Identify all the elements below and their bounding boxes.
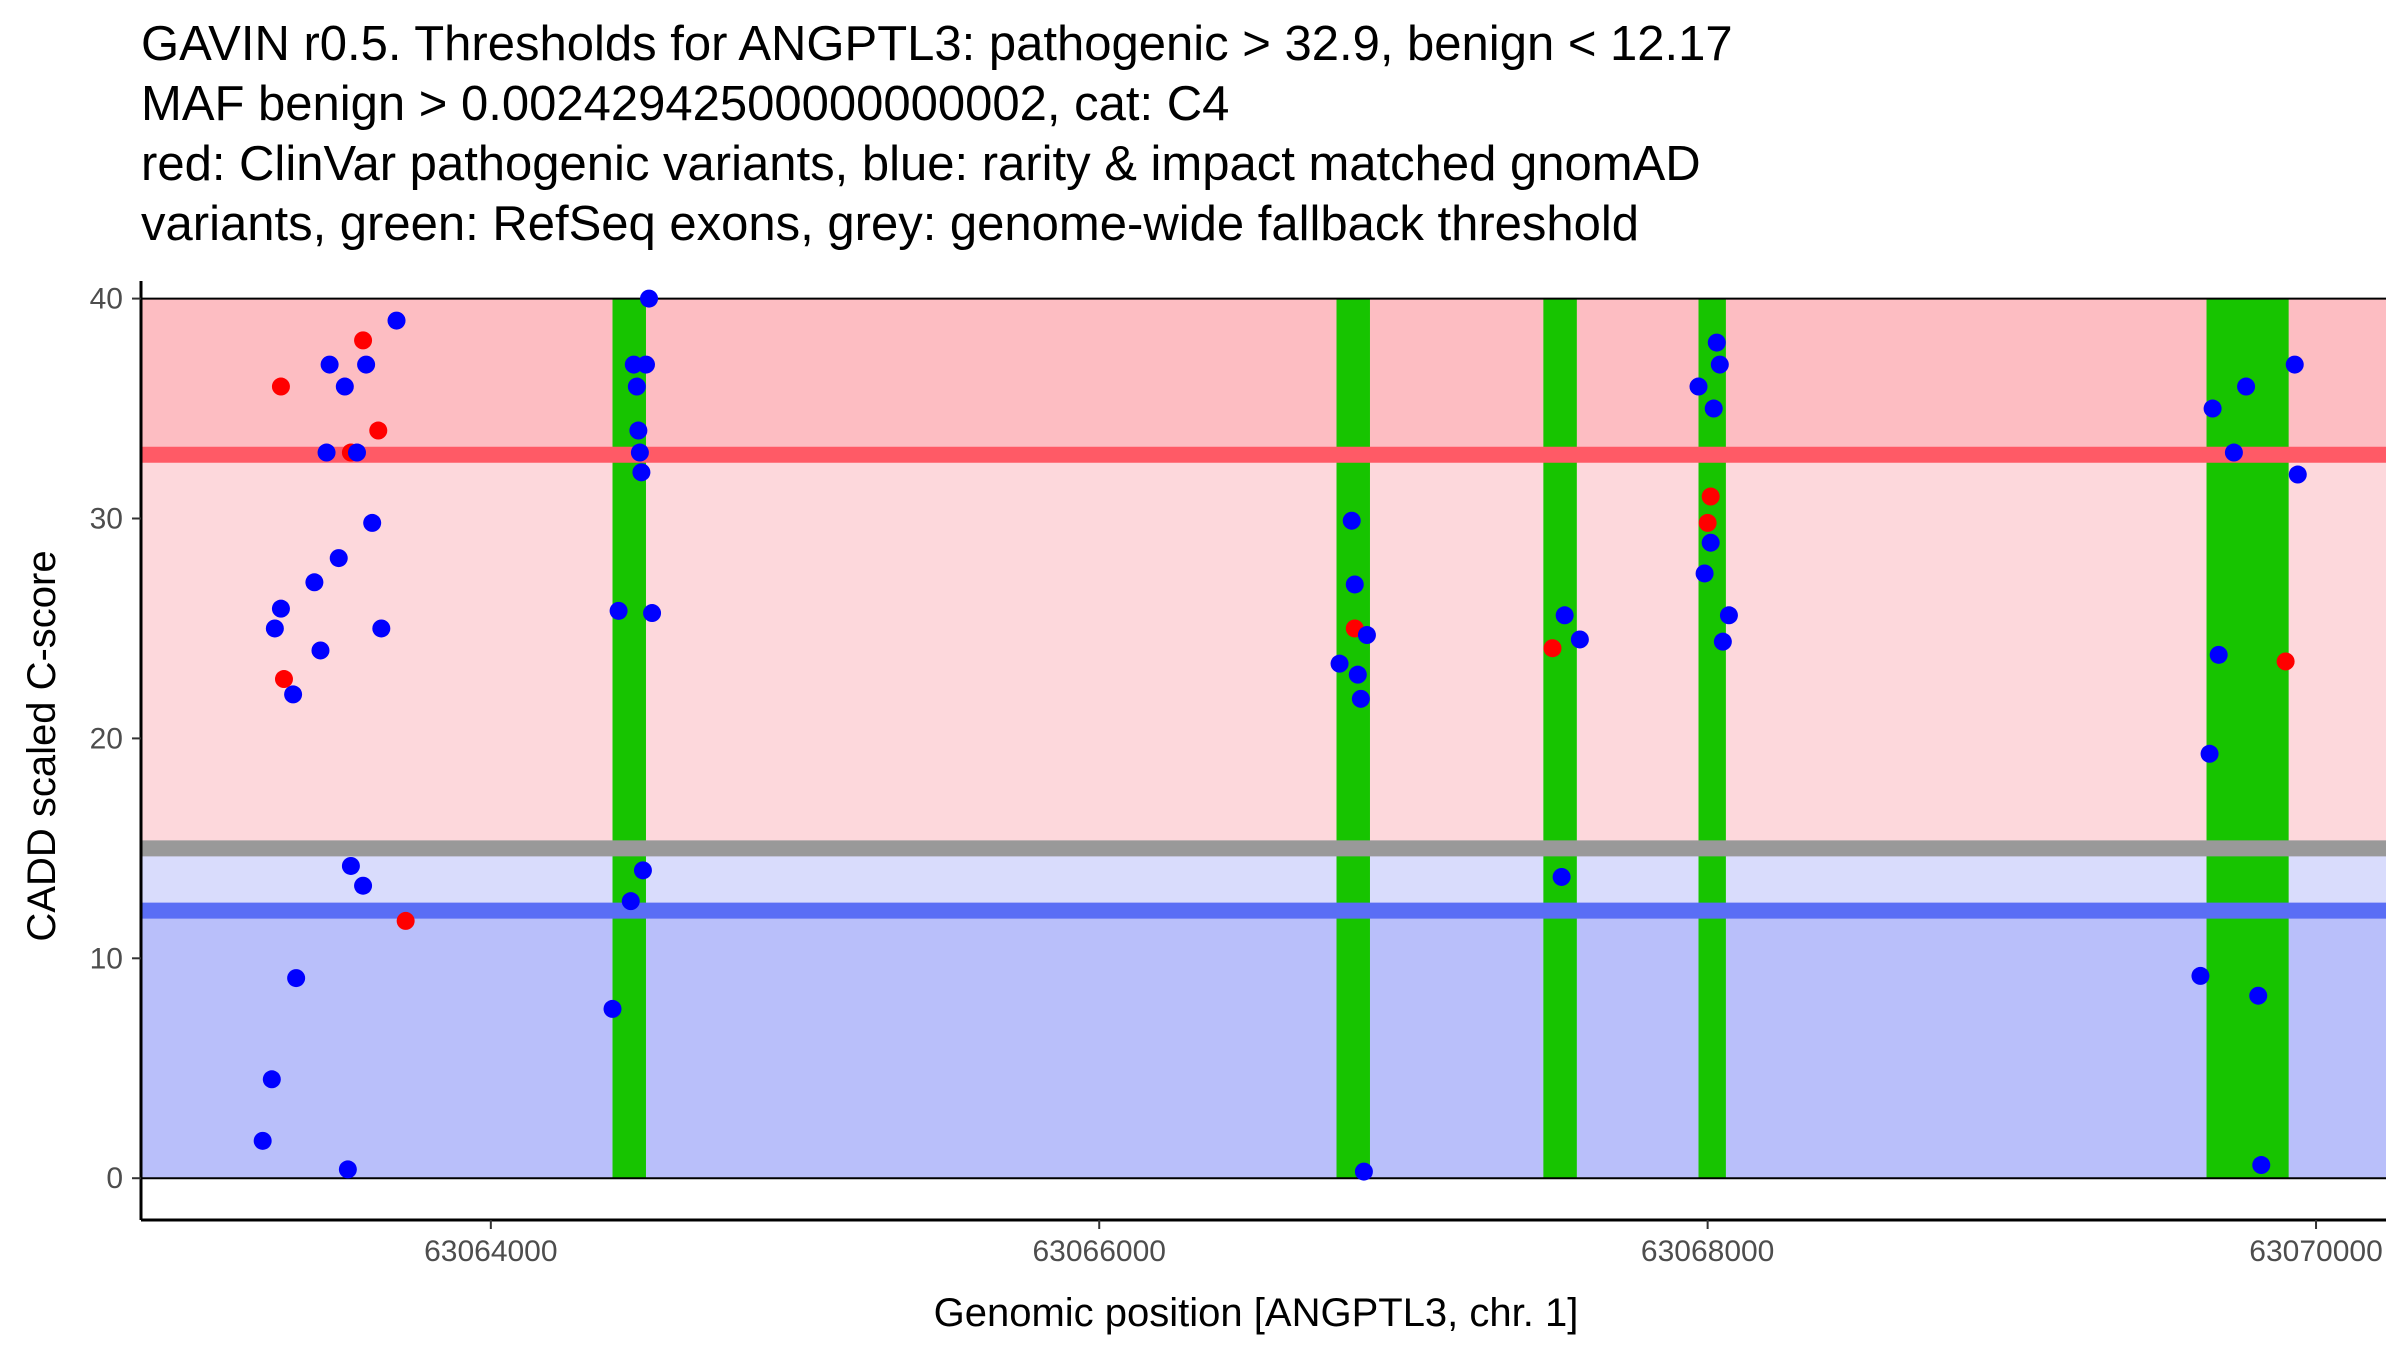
axes: 0 10 20 30 40 63064000 63066000 63068000 6307000… [90,281,2386,1268]
x-tick-label: 63064000 [424,1235,557,1268]
gnomad-point [1570,630,1589,649]
clinvar-point [1698,513,1717,532]
clinvar-point [396,911,415,930]
gnomad-point [1348,665,1367,684]
y-tick-label: 20 [90,722,123,755]
pathogenic-zone [141,298,2386,455]
gnomad-point [387,311,406,330]
exon-bar [2206,298,2289,1179]
clinvar-point [1543,639,1562,658]
exon-bar [1543,298,1577,1179]
intermediate-zone [141,454,2386,849]
gnomad-point [630,443,649,462]
gnomad-point [253,1131,272,1150]
gnomad-point [287,969,306,988]
gnomad-point [372,619,391,638]
gnomad-point [621,892,640,911]
gnomad-point [357,355,376,374]
title-line-3: red: ClinVar pathogenic variants, blue: … [141,137,1701,191]
gnomad-point [265,619,284,638]
y-tick-label: 0 [106,1162,123,1195]
gnomad-point [2249,986,2268,1005]
gnomad-point [2285,355,2304,374]
gnomad-point [1552,867,1571,886]
gnomad-point [1345,575,1364,594]
gnomad-point [603,999,622,1018]
x-tick-label: 63070000 [2249,1235,2382,1268]
gnomad-point [320,355,339,374]
gnomad-point [329,549,348,568]
gnomad-point [338,1160,357,1179]
title-line-1: GAVIN r0.5. Thresholds for ANGPTL3: path… [141,17,1733,71]
gnomad-point [2203,399,2222,418]
gnomad-point [262,1070,281,1089]
threshold-bands [141,298,2386,1179]
y-axis-title: CADD scaled C-score [20,550,64,941]
gnomad-point [363,513,382,532]
clinvar-point [271,377,290,396]
gnomad-point [1330,654,1349,673]
gnomad-point [347,443,366,462]
gnomad-point [633,861,652,880]
data-points [253,289,2307,1181]
fallback-zone [141,848,2386,911]
gnomad-point [271,599,290,618]
gnomad-point [1701,533,1720,552]
clinvar-point [369,421,388,440]
clinvar-point [354,331,373,350]
gnomad-point [1342,511,1361,530]
gnomad-point [1357,626,1376,645]
gnomad-point [1351,689,1370,708]
title-line-4: variants, green: RefSeq exons, grey: gen… [141,197,1640,251]
gnomad-point [1719,606,1738,625]
clinvar-point [1701,487,1720,506]
clinvar-point [274,670,293,689]
gnomad-point [2288,465,2307,484]
title-line-2: MAF benign > 0.00242942500000000002, cat… [141,77,1230,131]
gnomad-point [1689,377,1708,396]
gnomad-point [2252,1156,2271,1175]
gnomad-point [629,421,648,440]
y-tick-label: 10 [90,942,123,975]
gnomad-point [1707,333,1726,352]
gnomad-point [341,856,360,875]
gnomad-point [2191,966,2210,985]
x-tick-label: 63068000 [1641,1235,1774,1268]
benign-zone [141,910,2386,1179]
gnomad-point [636,355,655,374]
exon-bar [1698,298,1726,1179]
y-tick-label: 40 [90,283,123,316]
gnomad-point [1713,632,1732,651]
gnomad-point [2209,645,2228,664]
gnomad-point [1704,399,1723,418]
gnomad-point [2200,744,2219,763]
gnomad-point [284,685,303,704]
gnomad-point [354,876,373,895]
y-tick-label: 30 [90,502,123,535]
gnomad-point [2224,443,2243,462]
gnomad-point [1695,564,1714,583]
gnomad-point [305,573,324,592]
gnomad-point [1710,355,1729,374]
gnomad-point [1354,1162,1373,1181]
gnomad-point [627,377,646,396]
gnomad-point [311,641,330,660]
gnomad-point [2237,377,2256,396]
gnomad-point [643,604,662,623]
threshold-lines [141,297,2386,1180]
gnomad-point [609,601,628,620]
gnomad-point [317,443,336,462]
exon-bar [1336,298,1370,1179]
x-axis-title: Genomic position [ANGPTL3, chr. 1] [934,1291,1579,1335]
gnomad-point [335,377,354,396]
clinvar-point [2276,652,2295,671]
chart-title: GAVIN r0.5. Thresholds for ANGPTL3: path… [141,14,2361,254]
x-tick-label: 63066000 [1032,1235,1165,1268]
gnomad-point [632,463,651,482]
gnomad-point [1555,606,1574,625]
exon-layer [612,298,2289,1179]
gnomad-point [640,289,659,308]
